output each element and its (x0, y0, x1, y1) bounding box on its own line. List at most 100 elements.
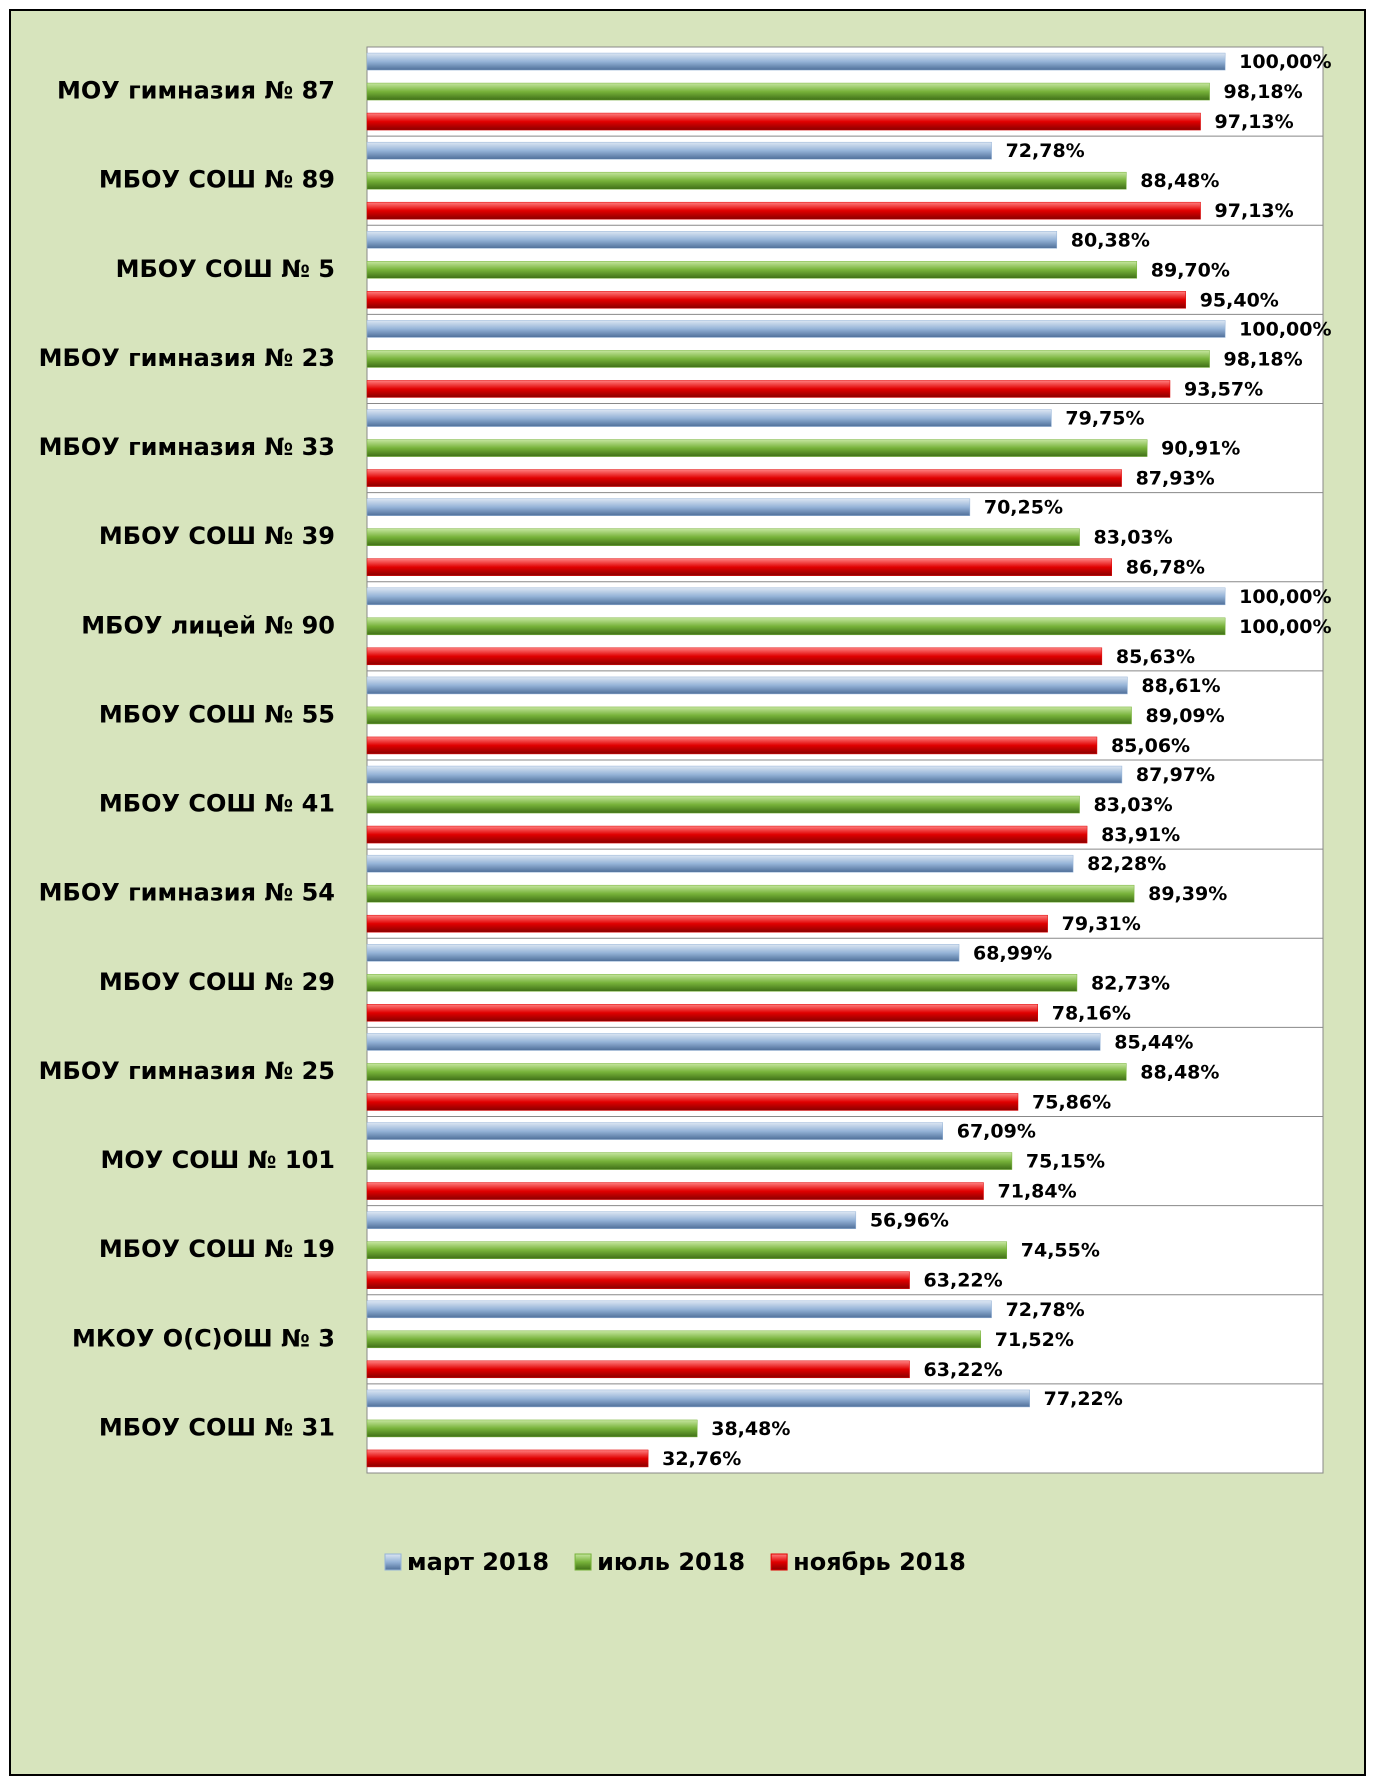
bar (366, 82, 1210, 101)
bar (366, 201, 1201, 220)
value-label: 71,52% (995, 1329, 1074, 1351)
value-label: 83,03% (1094, 527, 1173, 549)
bar (366, 1004, 1038, 1022)
category-label: МБОУ СОШ № 55 (99, 700, 335, 728)
value-label: 70,25% (984, 497, 1063, 519)
category-label: МОУ СОШ № 101 (101, 1146, 336, 1174)
bar (366, 974, 1078, 992)
category-label: МБОУ СОШ № 39 (99, 522, 335, 550)
value-label: 98,18% (1224, 81, 1303, 103)
value-label: 86,78% (1126, 557, 1205, 579)
bar (366, 261, 1138, 279)
value-label: 78,16% (1052, 1002, 1131, 1024)
bar (366, 409, 1052, 427)
bar (366, 291, 1186, 309)
category-label: МБОУ СОШ № 89 (99, 166, 335, 194)
bar (366, 1093, 1019, 1111)
value-label: 68,99% (973, 942, 1052, 964)
bar (366, 1063, 1127, 1081)
bar (366, 1330, 982, 1349)
bar (366, 1419, 698, 1438)
legend-label: ноябрь 2018 (793, 1548, 966, 1576)
value-label: 71,84% (998, 1181, 1077, 1203)
value-label: 67,09% (957, 1121, 1036, 1143)
value-label: 82,28% (1087, 853, 1166, 875)
bar (366, 854, 1074, 873)
bar (366, 558, 1112, 576)
bar (366, 795, 1080, 814)
value-label: 80,38% (1071, 229, 1150, 251)
legend-swatch (574, 1553, 592, 1571)
value-label: 89,70% (1151, 259, 1230, 281)
bar (366, 350, 1210, 368)
value-label: 100,00% (1239, 616, 1331, 638)
category-label: МБОУ гимназия № 25 (39, 1057, 335, 1085)
value-label: 100,00% (1239, 318, 1331, 340)
bar (366, 1241, 1008, 1259)
value-label: 72,78% (1006, 140, 1085, 162)
value-label: 83,91% (1101, 824, 1180, 846)
value-label: 63,22% (924, 1359, 1003, 1381)
bar (366, 647, 1103, 666)
bar (366, 1449, 649, 1468)
value-label: 56,96% (870, 1210, 949, 1232)
legend-swatch (384, 1553, 402, 1571)
value-label: 98,18% (1224, 348, 1303, 370)
bar (366, 1211, 857, 1229)
category-label: МОУ гимназия № 87 (57, 77, 335, 105)
value-label: 85,06% (1111, 735, 1190, 757)
bar (366, 587, 1226, 606)
bar (366, 1389, 1030, 1408)
value-label: 93,57% (1184, 378, 1263, 400)
value-label: 95,40% (1200, 289, 1279, 311)
bar (366, 1122, 943, 1140)
category-label: МБОУ СОШ № 19 (99, 1235, 335, 1263)
bar (366, 171, 1127, 190)
bar (366, 706, 1132, 725)
value-label: 74,55% (1021, 1240, 1100, 1262)
legend-label: июль 2018 (597, 1548, 745, 1576)
category-label: МБОУ СОШ № 29 (99, 968, 335, 996)
value-label: 77,22% (1044, 1388, 1123, 1410)
category-label: МБОУ лицей № 90 (81, 611, 335, 639)
bar (366, 884, 1135, 903)
category-label: МБОУ СОШ № 5 (116, 255, 335, 283)
value-label: 88,61% (1141, 675, 1220, 697)
category-label: МБОУ гимназия № 33 (39, 433, 335, 461)
value-label: 79,31% (1062, 913, 1141, 935)
bar (366, 380, 1171, 398)
bar (366, 528, 1080, 546)
value-label: 85,63% (1116, 646, 1195, 668)
bar (366, 1271, 910, 1289)
value-label: 89,39% (1148, 883, 1227, 905)
bar (366, 617, 1226, 636)
value-label: 97,13% (1215, 111, 1294, 133)
value-label: 88,48% (1140, 170, 1219, 192)
value-label: 75,86% (1032, 1091, 1111, 1113)
value-label: 72,78% (1006, 1299, 1085, 1321)
bar (366, 1033, 1101, 1051)
bar (366, 52, 1226, 71)
value-label: 88,48% (1140, 1061, 1219, 1083)
category-label: МБОУ СОШ № 41 (99, 790, 335, 818)
value-label: 83,03% (1094, 794, 1173, 816)
bar (366, 1182, 984, 1200)
value-label: 38,48% (711, 1418, 790, 1440)
bar (366, 112, 1201, 131)
value-label: 79,75% (1065, 408, 1144, 430)
value-label: 63,22% (924, 1270, 1003, 1292)
value-label: 85,44% (1114, 1031, 1193, 1053)
bar (366, 914, 1048, 933)
bar (366, 498, 971, 516)
value-label: 32,76% (662, 1448, 741, 1470)
legend-label: март 2018 (407, 1548, 549, 1576)
bar (366, 765, 1123, 784)
bar (366, 320, 1226, 338)
value-label: 87,93% (1136, 468, 1215, 490)
value-label: 87,97% (1136, 764, 1215, 786)
bar (366, 825, 1088, 844)
bar (366, 1360, 910, 1379)
bar (366, 736, 1098, 755)
